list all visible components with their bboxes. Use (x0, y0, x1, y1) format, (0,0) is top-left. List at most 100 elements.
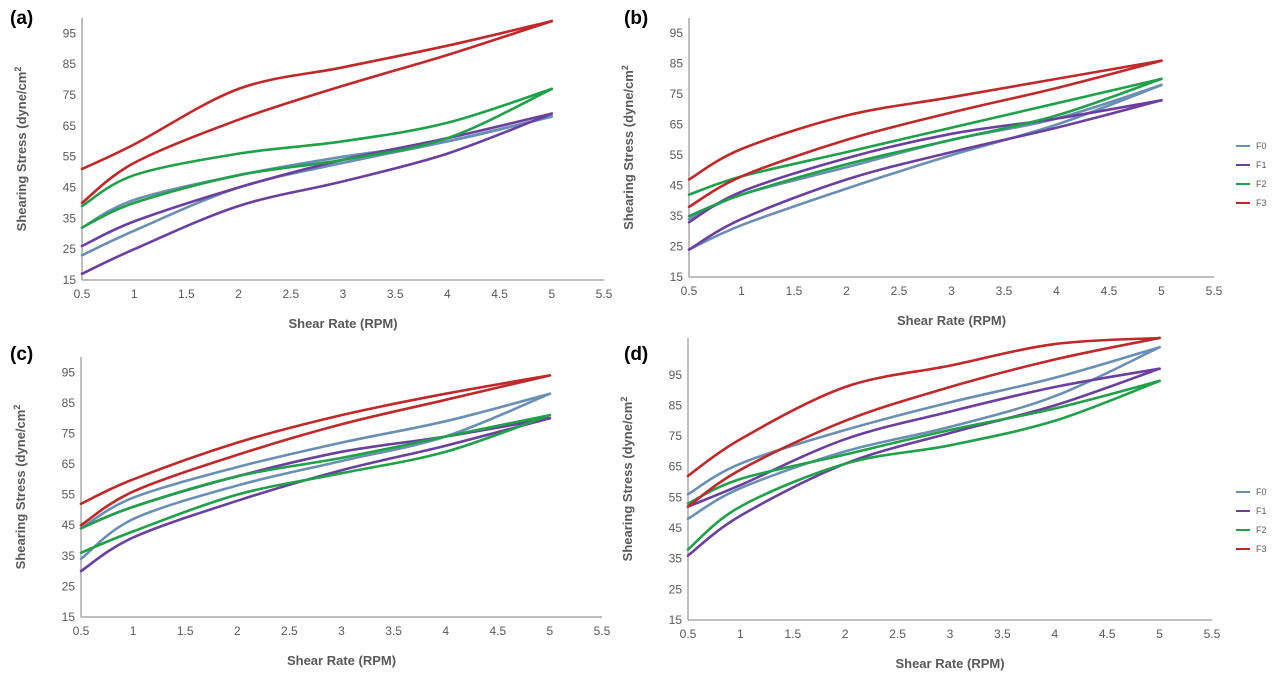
y-tick-label: 45 (670, 179, 684, 193)
series-line-up-f2 (687, 77, 1163, 218)
x-tick-label: 4 (442, 624, 449, 638)
y-tick-label: 15 (670, 270, 684, 284)
x-tick-label: 3.5 (387, 287, 404, 301)
y-tick-label: 55 (62, 488, 76, 502)
legend-label: F0 (1256, 487, 1267, 497)
x-tick-label: 3 (947, 627, 954, 641)
x-tick-label: 5.5 (596, 287, 613, 301)
x-tick-label: 1.5 (786, 284, 803, 298)
y-tick-label: 95 (669, 368, 683, 382)
y-tick-label: 45 (669, 521, 683, 535)
series-line-up-f3 (80, 19, 554, 205)
y-tick-label: 35 (670, 209, 684, 223)
x-tick-label: 5.5 (1206, 284, 1223, 298)
legend-label: F1 (1256, 160, 1267, 170)
x-tick-label: 4.5 (1099, 627, 1116, 641)
series-line-up-f3 (79, 374, 552, 527)
x-tick-label: 5.5 (1204, 627, 1221, 641)
series-line-down-f1 (686, 367, 1161, 508)
x-axis-title: Shear Rate (RPM) (895, 656, 1004, 671)
x-tick-label: 1.5 (178, 287, 195, 301)
series-line-up-f2 (79, 413, 552, 555)
series-line-down-f3 (687, 59, 1163, 181)
x-tick-label: 2 (842, 627, 849, 641)
series-line-down-f3 (80, 19, 554, 171)
legend-label: F3 (1256, 198, 1267, 208)
y-tick-label: 95 (62, 365, 76, 379)
y-tick-label: 65 (670, 118, 684, 132)
x-tick-label: 4.5 (489, 624, 506, 638)
series-line-up-f1 (80, 112, 554, 276)
legend-label: F0 (1256, 141, 1267, 151)
x-tick-label: 5 (1156, 627, 1163, 641)
x-axis-title: Shear Rate (RPM) (897, 313, 1006, 328)
y-tick-label: 65 (62, 457, 76, 471)
x-tick-label: 0.5 (74, 287, 91, 301)
y-tick-label: 95 (63, 26, 77, 40)
x-tick-label: 3.5 (385, 624, 402, 638)
series-line-up-f3 (687, 59, 1163, 209)
y-axis-title: Shearing Stress (dyne/cm2 (619, 397, 635, 562)
y-tick-label: 45 (62, 518, 76, 532)
x-tick-label: 3 (338, 624, 345, 638)
series-line-down-f0 (80, 115, 554, 229)
series-line-down-f2 (80, 87, 554, 208)
series-line-up-f2 (80, 87, 554, 229)
x-tick-label: 4 (1051, 627, 1058, 641)
panel-label: (a) (10, 8, 33, 29)
panel-label: (c) (10, 344, 33, 365)
y-tick-label: 15 (669, 613, 683, 627)
y-tick-label: 85 (669, 398, 683, 412)
chart-panel: (a) 0.5 1 1.5 2 2.5 3 3.5 4 4.5 5 5.5 15 25 35 45 55 65 75… (10, 8, 613, 331)
x-tick-label: 2 (234, 624, 241, 638)
x-tick-label: 0.5 (681, 284, 698, 298)
y-tick-label: 25 (670, 240, 684, 254)
series-line-down-f2 (79, 413, 552, 530)
x-tick-label: 5 (547, 624, 554, 638)
series-line-up-f2 (686, 379, 1161, 551)
x-tick-label: 4.5 (1101, 284, 1118, 298)
y-axis-title: Shearing Stress (dyne/cm2 (12, 405, 28, 570)
x-tick-label: 5.5 (594, 624, 611, 638)
x-tick-label: 3.5 (996, 284, 1013, 298)
y-tick-label: 85 (63, 57, 77, 71)
panel-label: (b) (624, 8, 648, 29)
x-tick-label: 3 (340, 287, 347, 301)
x-tick-label: 0.5 (680, 627, 697, 641)
x-tick-label: 4 (444, 287, 451, 301)
x-tick-label: 1.5 (784, 627, 801, 641)
x-tick-label: 2.5 (281, 624, 298, 638)
panel-label: (d) (624, 344, 648, 365)
x-tick-label: 2.5 (282, 287, 299, 301)
x-tick-label: 2.5 (891, 284, 908, 298)
y-tick-label: 65 (669, 460, 683, 474)
series-line-down-f0 (79, 392, 552, 530)
y-tick-label: 75 (63, 88, 77, 102)
series-line-up-f0 (687, 83, 1163, 251)
series-line-down-f3 (686, 336, 1161, 478)
y-axis-title: Shearing Stress (dyne/cm2 (620, 65, 636, 230)
series-line-up-f0 (79, 392, 552, 561)
y-axis-title: Shearing Stress (dyne/cm2 (13, 67, 29, 232)
series-line-up-f3 (686, 336, 1161, 508)
y-tick-label: 65 (63, 119, 77, 133)
x-tick-label: 2 (843, 284, 850, 298)
y-tick-label: 35 (669, 552, 683, 566)
y-tick-label: 55 (670, 148, 684, 162)
y-tick-label: 45 (63, 181, 77, 195)
chart-panel: (d) 0.5 1 1.5 2 2.5 3 3.5 4 4.5 5 5.5 15 25 35 45 55 65 75… (619, 336, 1267, 671)
x-axis-title: Shear Rate (RPM) (288, 316, 397, 331)
series-line-up-f0 (80, 115, 554, 257)
x-tick-label: 2.5 (889, 627, 906, 641)
y-tick-label: 25 (63, 242, 77, 256)
y-tick-label: 25 (669, 582, 683, 596)
x-tick-label: 0.5 (73, 624, 90, 638)
y-tick-label: 75 (669, 429, 683, 443)
series-line-down-f3 (79, 374, 552, 506)
legend-label: F1 (1256, 506, 1267, 516)
x-tick-label: 3.5 (994, 627, 1011, 641)
series-line-down-f2 (687, 77, 1163, 196)
x-tick-label: 4.5 (491, 287, 508, 301)
series-line-up-f0 (686, 345, 1161, 521)
